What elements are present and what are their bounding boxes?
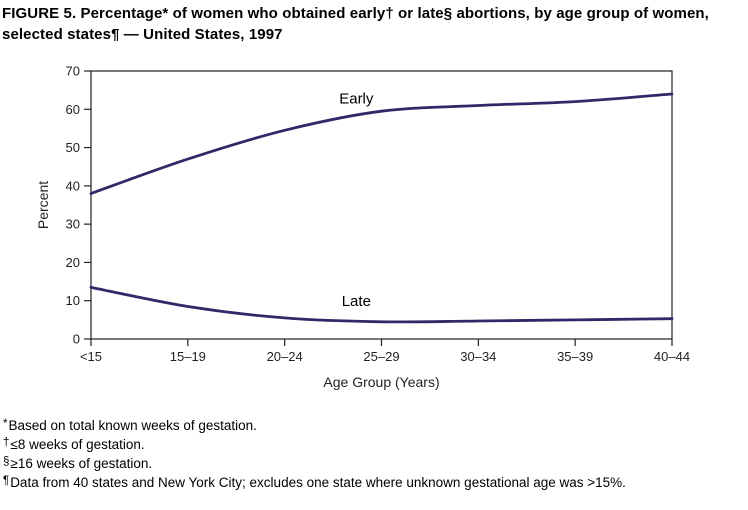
- footnote-text: ≤8 weeks of gestation.: [10, 437, 145, 452]
- footnote: ¶Data from 40 states and New York City; …: [3, 473, 745, 491]
- x-tick-label: 30–34: [460, 349, 496, 364]
- line-chart: 0 10 20 30 40 50 60 70 <15 15–19 20–24 25–29 30–34 35…: [35, 64, 690, 391]
- y-tick-label: 10: [66, 293, 80, 308]
- series-label-late: Late: [342, 293, 371, 310]
- x-tick-label: 20–24: [267, 349, 303, 364]
- x-tick-label: 35–39: [557, 349, 593, 364]
- y-axis-title: Percent: [35, 181, 51, 229]
- figure-title: FIGURE 5. Percentage* of women who obtai…: [2, 5, 709, 43]
- y-tick-label: 0: [73, 332, 80, 347]
- footnote: †≤8 weeks of gestation.: [3, 435, 748, 453]
- footnote-marker: *: [3, 418, 8, 430]
- y-tick-label: 20: [66, 255, 80, 270]
- footnote: *Based on total known weeks of gestation…: [3, 416, 748, 434]
- footnote-text: Data from 40 states and New York City; e…: [10, 475, 626, 490]
- x-axis-title: Age Group (Years): [323, 374, 439, 390]
- series-line-late: [89, 285, 674, 324]
- x-tick-label: <15: [80, 349, 102, 364]
- x-tick-label: 15–19: [170, 349, 206, 364]
- footnote-text: ≥16 weeks of gestation.: [10, 456, 153, 471]
- footnotes: *Based on total known weeks of gestation…: [0, 416, 748, 491]
- footnote-marker: †: [3, 437, 10, 449]
- footnote-marker: §: [3, 456, 10, 468]
- y-tick-label: 40: [66, 178, 80, 193]
- y-tick-label: 50: [66, 140, 80, 155]
- y-tick-label: 60: [66, 102, 80, 117]
- x-tick-label: 40–44: [654, 349, 690, 364]
- y-tick-label: 70: [66, 64, 80, 79]
- footnote: §≥16 weeks of gestation.: [3, 454, 748, 472]
- footnote-text: Based on total known weeks of gestation.: [8, 418, 257, 433]
- y-tick-label: 30: [66, 217, 80, 232]
- series-label-early: Early: [339, 91, 374, 108]
- x-tick-label: 25–29: [363, 349, 399, 364]
- chart-area: 0 10 20 30 40 50 60 70 <15 15–19 20–24 25–29 30–34 35…: [0, 59, 748, 404]
- series-line-early: [89, 92, 674, 195]
- footnote-marker: ¶: [3, 475, 10, 487]
